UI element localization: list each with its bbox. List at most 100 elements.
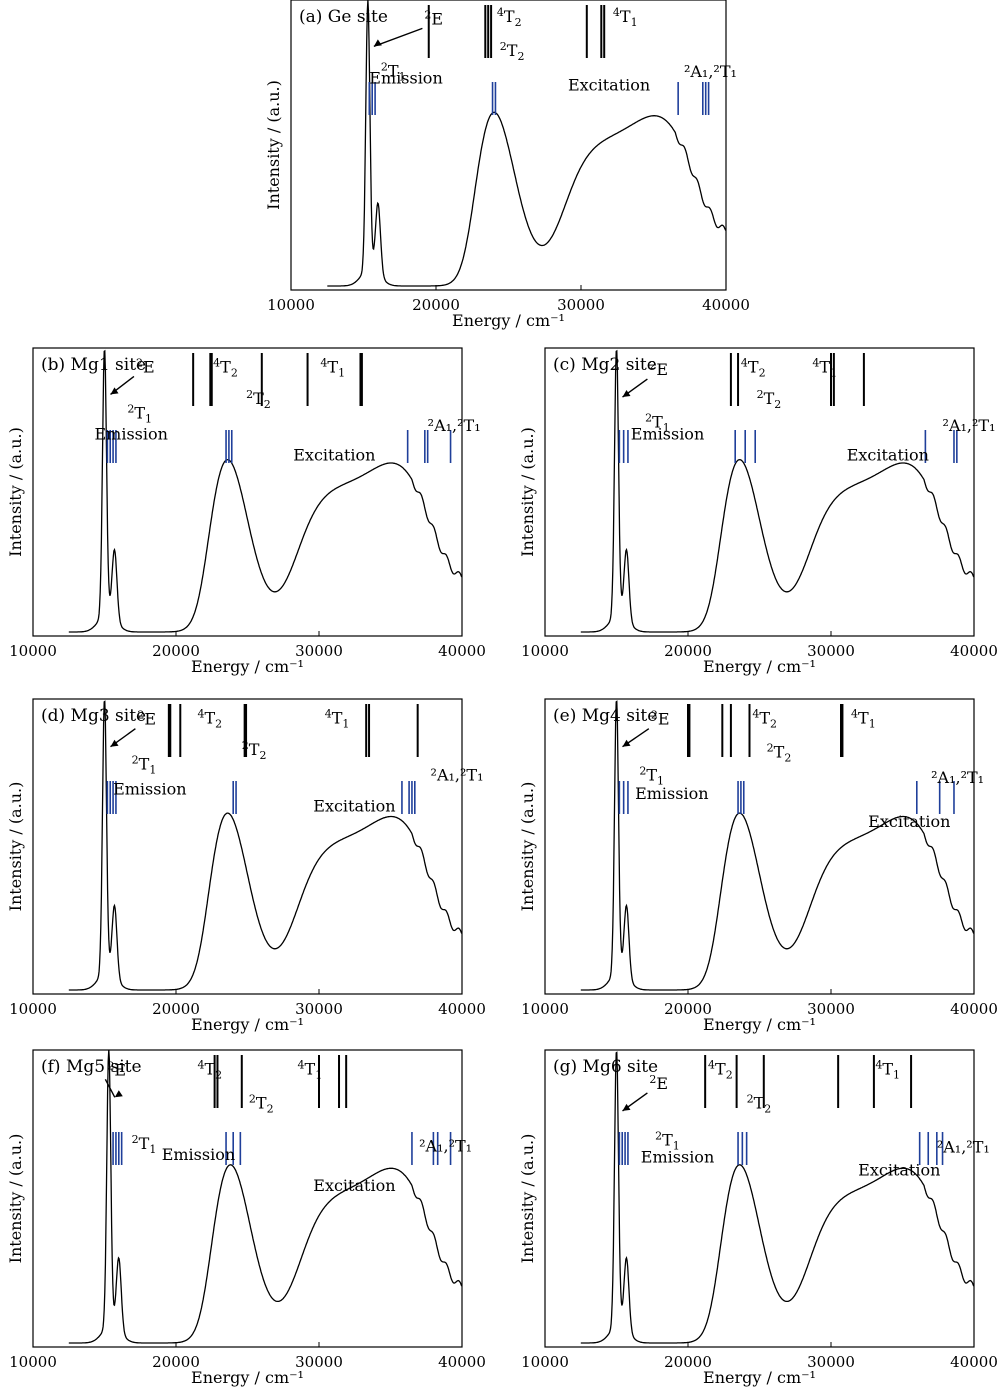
- arrow-2E: [104, 1078, 116, 1098]
- x-tick-label: 20000: [152, 1353, 200, 1371]
- plot-frame: [544, 1049, 975, 1348]
- panel-title: (d) Mg3 site: [41, 706, 146, 726]
- label-4T2: 4T2: [197, 1058, 222, 1081]
- x-tick-label: 30000: [807, 642, 855, 660]
- x-tick-label: 40000: [438, 642, 486, 660]
- label-4T1: 4T1: [812, 356, 837, 379]
- label-2A1-2T1: ²A₁,²T₁: [428, 416, 481, 435]
- label-2E: 2E: [649, 359, 668, 379]
- y-axis-label: Intensity / (a.u.): [264, 80, 283, 210]
- label-2E: 2E: [136, 356, 155, 376]
- arrowhead-2E: [373, 39, 382, 47]
- label-4T1: 4T1: [320, 356, 345, 379]
- arrowhead-2E: [114, 1090, 123, 1098]
- label-2T1: 2T1: [645, 411, 670, 434]
- label-2T2: 2T2: [500, 40, 525, 63]
- arrowhead-2E: [110, 387, 119, 395]
- x-tick-label: 20000: [664, 1353, 712, 1371]
- x-tick-label: 40000: [950, 642, 998, 660]
- label-2A1-2T1: ²A₁,²T₁: [684, 62, 737, 81]
- label-4T2: 4T2: [708, 1058, 733, 1081]
- x-axis-label: Energy / cm⁻¹: [703, 1015, 816, 1034]
- panel-g: 10000 20000 30000 40000 Energy / cm⁻¹ Intensi…: [518, 1049, 998, 1387]
- plot-frame: [290, 0, 727, 291]
- x-tick-label: 30000: [807, 1353, 855, 1371]
- label-4T2: 4T2: [497, 6, 522, 29]
- spectrum-line: [580, 700, 975, 991]
- x-tick-label: 20000: [152, 642, 200, 660]
- panel-title: (b) Mg1 site: [41, 355, 146, 375]
- spectrum-line: [580, 1051, 975, 1344]
- label-2T2: 2T2: [757, 388, 782, 411]
- x-tick-label: 10000: [9, 642, 57, 660]
- label-2T1: 2T1: [127, 403, 152, 426]
- x-axis-label: Energy / cm⁻¹: [452, 311, 565, 330]
- label-excitation: Excitation: [293, 445, 375, 464]
- arrowhead-2E: [622, 739, 631, 747]
- label-4T1: 4T1: [875, 1058, 900, 1081]
- panel-c: 10000 20000 30000 40000 Energy / cm⁻¹ Intensi…: [518, 347, 998, 676]
- panel-title: (f) Mg5 site: [41, 1057, 142, 1077]
- label-emission: Emission: [635, 784, 708, 803]
- y-axis-label: Intensity / (a.u.): [518, 1134, 537, 1264]
- plot-frame: [32, 347, 463, 637]
- x-tick-label: 40000: [438, 1353, 486, 1371]
- x-tick-label: 10000: [9, 1353, 57, 1371]
- label-excitation: Excitation: [858, 1161, 940, 1180]
- label-2A1-2T1: ²A₁,²T₁: [937, 1137, 990, 1156]
- spectrum-line: [580, 349, 975, 633]
- label-2A1-2T1: ²A₁,²T₁: [943, 416, 996, 435]
- label-4T2: 4T2: [741, 356, 766, 379]
- label-4T1: 4T1: [298, 1058, 323, 1081]
- plot-frame: [544, 347, 975, 637]
- label-4T1: 4T1: [613, 6, 638, 29]
- label-2E: 2E: [424, 8, 443, 28]
- label-2E: 2E: [107, 1059, 126, 1079]
- label-4T2: 4T2: [197, 707, 222, 730]
- plot-frame: [32, 698, 463, 995]
- label-2T2: 2T2: [242, 739, 267, 762]
- spectrum-line: [327, 0, 727, 287]
- x-axis-label: Energy / cm⁻¹: [191, 1015, 304, 1034]
- y-axis-label: Intensity / (a.u.): [6, 427, 25, 557]
- label-2T1: 2T1: [132, 1133, 157, 1156]
- panel-e: 10000 20000 30000 40000 Energy / cm⁻¹ Intensi…: [518, 698, 998, 1034]
- label-emission: Emission: [162, 1145, 235, 1164]
- label-2E: 2E: [651, 709, 670, 729]
- y-axis-label: Intensity / (a.u.): [518, 782, 537, 912]
- x-tick-label: 20000: [152, 1000, 200, 1018]
- label-4T1: 4T1: [325, 707, 350, 730]
- label-4T2: 4T2: [752, 707, 777, 730]
- panel-title: (g) Mg6 site: [553, 1057, 658, 1077]
- arrowhead-2E: [622, 1103, 631, 1111]
- y-axis-label: Intensity / (a.u.): [518, 427, 537, 557]
- label-2E: 2E: [649, 1073, 668, 1093]
- panel-d: 10000 20000 30000 40000 Energy / cm⁻¹ Intensi…: [6, 698, 486, 1034]
- x-tick-label: 30000: [807, 1000, 855, 1018]
- panel-a: 10000 20000 30000 40000 Energy / cm⁻¹ Intensi…: [264, 0, 750, 330]
- label-excitation: Excitation: [313, 1176, 395, 1195]
- label-2T1: 2T1: [381, 60, 406, 83]
- panel-title: (c) Mg2 site: [553, 355, 657, 375]
- label-2E: 2E: [137, 709, 156, 729]
- x-tick-label: 30000: [557, 296, 605, 314]
- label-2T2: 2T2: [747, 1093, 772, 1116]
- label-excitation: Excitation: [313, 796, 395, 815]
- plot-frame: [544, 698, 975, 995]
- arrow-2E: [373, 27, 423, 48]
- spectrum-line: [68, 349, 463, 633]
- label-emission: Emission: [94, 425, 167, 444]
- label-emission: Emission: [631, 425, 704, 444]
- x-axis-label: Energy / cm⁻¹: [191, 657, 304, 676]
- x-tick-label: 40000: [438, 1000, 486, 1018]
- label-emission: Emission: [369, 68, 442, 87]
- arrowhead-2E: [622, 390, 631, 398]
- panel-title: (a) Ge site: [299, 7, 388, 27]
- x-tick-label: 20000: [664, 642, 712, 660]
- y-axis-label: Intensity / (a.u.): [6, 1134, 25, 1264]
- label-excitation: Excitation: [847, 445, 929, 464]
- x-tick-label: 30000: [295, 642, 343, 660]
- label-2A1-2T1: ²A₁,²T₁: [419, 1136, 472, 1155]
- panel-b: 10000 20000 30000 40000 Energy / cm⁻¹ Intensi…: [6, 347, 486, 676]
